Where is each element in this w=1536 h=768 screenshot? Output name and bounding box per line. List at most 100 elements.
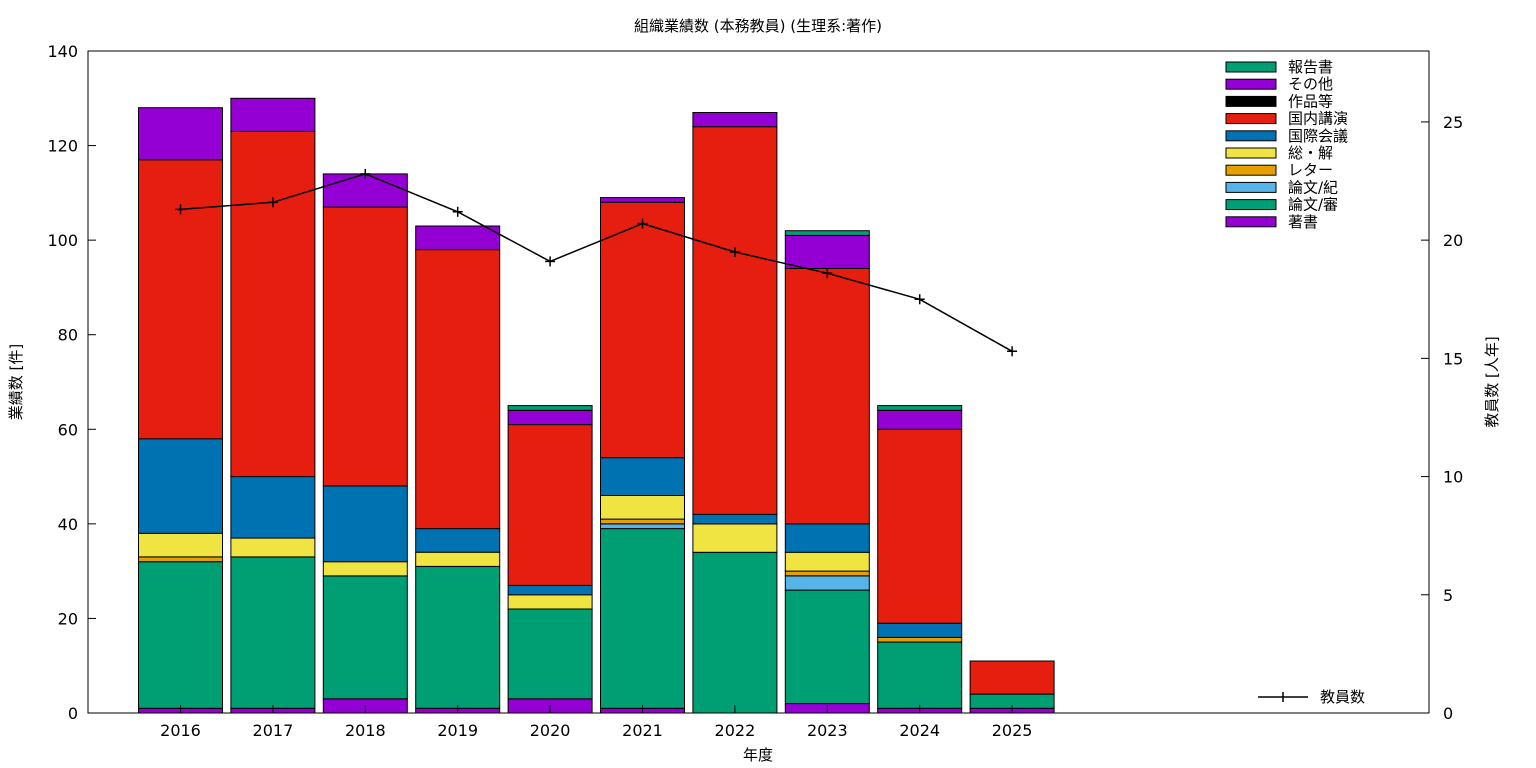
line-point — [822, 268, 833, 279]
x-tick-label: 2020 — [530, 721, 571, 740]
bar-segment — [692, 523, 778, 553]
legend-swatch — [1225, 216, 1277, 228]
legend-label: レター — [1288, 161, 1333, 179]
legend-item: その他 — [1225, 75, 1333, 93]
bar-segment — [877, 409, 963, 430]
bar-segment — [230, 556, 316, 709]
x-axis-label: 年度 — [743, 746, 773, 764]
bar-segment — [600, 457, 685, 497]
legend-swatch — [1225, 113, 1277, 125]
x-tick-label: 2017 — [253, 721, 294, 740]
x-axis: 2016 2017 2018 2019 2020 2021 2022 2023 2024 2025 — [160, 705, 1032, 740]
legend-item: 論文/紀 — [1225, 178, 1338, 196]
bar-segment — [415, 551, 501, 567]
bar-segment — [877, 641, 963, 709]
y-axis-label: 業績数 [件] — [7, 344, 25, 420]
legend-label: 作品等 — [1288, 92, 1333, 110]
bar-segment — [507, 409, 593, 426]
legend-item: 総・解 — [1225, 144, 1333, 162]
legend-label: 国内講演 — [1288, 110, 1348, 128]
legend-label: 国際会議 — [1288, 127, 1348, 145]
bar-segment — [784, 575, 870, 591]
line-point — [637, 218, 648, 229]
bar-segment — [138, 561, 223, 709]
legend-swatch — [1225, 199, 1277, 211]
legend-swatch — [1225, 130, 1277, 142]
y-axis-left: 0 20 40 60 80 100 120 140 — [47, 42, 96, 723]
x-tick-label: 2016 — [160, 721, 201, 740]
bar-segment — [692, 112, 778, 128]
y-tick-label: 20 — [58, 609, 78, 628]
legend-item: 国際会議 — [1225, 127, 1348, 145]
legend-label: 教員数 — [1320, 688, 1365, 706]
y-tick-label: 140 — [47, 42, 78, 61]
y-tick-label: 120 — [47, 137, 78, 156]
y-axis-right: 0 5 10 15 20 25 — [1421, 113, 1463, 723]
bar-segment — [230, 97, 316, 132]
bar-segment — [415, 249, 501, 530]
y2-tick-label: 5 — [1443, 586, 1453, 605]
bar-segment — [138, 532, 223, 558]
bar-segment — [415, 528, 501, 553]
bar-segment — [138, 556, 223, 563]
line-legend: 教員数 — [1258, 688, 1365, 706]
bar-segment — [507, 584, 593, 596]
bar-segment — [415, 565, 501, 709]
legend-item: 著書 — [1225, 213, 1318, 231]
legend-swatch — [1225, 78, 1277, 90]
bar-segment — [784, 589, 870, 705]
legend-item: レター — [1225, 161, 1333, 179]
y2-tick-label: 15 — [1443, 349, 1463, 368]
bar-segment — [230, 130, 316, 478]
bar-segment — [600, 197, 685, 203]
bar-segment — [692, 513, 778, 525]
bar-segment — [600, 201, 685, 459]
bar-segment — [692, 551, 778, 714]
legend-swatch — [1225, 164, 1277, 176]
bar-segment — [784, 268, 870, 525]
y2-axis-label: 教員数 [人年] — [1483, 336, 1501, 427]
line-point — [267, 197, 278, 208]
line-point — [914, 294, 925, 305]
bar-segment — [784, 523, 870, 553]
bar-segment — [507, 594, 593, 610]
bar-segment — [784, 551, 870, 572]
bar-segment — [415, 225, 501, 251]
bar-segment — [784, 570, 870, 577]
bar-segment — [969, 660, 1055, 695]
legend-swatch — [1225, 181, 1277, 193]
line-point — [729, 246, 740, 257]
bar-segment — [600, 495, 685, 520]
line-point — [360, 168, 371, 179]
bar-segment — [322, 485, 408, 563]
bar-segment — [138, 159, 223, 440]
bar-segment — [784, 234, 870, 269]
x-tick-label: 2022 — [715, 721, 756, 740]
bar-segment — [322, 575, 408, 700]
bar-segment — [784, 230, 870, 236]
bar-segment — [877, 622, 963, 638]
line-point — [1007, 346, 1018, 357]
legend-item: 作品等 — [1225, 92, 1333, 110]
y2-tick-label: 10 — [1443, 468, 1463, 487]
x-tick-label: 2025 — [992, 721, 1033, 740]
legend-label: 論文/紀 — [1288, 178, 1338, 196]
chart-title: 組織業績数 (本務教員) (生理系:著作) — [634, 17, 882, 35]
y-tick-label: 60 — [58, 420, 78, 439]
legend-label: その他 — [1288, 75, 1333, 93]
x-tick-label: 2018 — [345, 721, 386, 740]
legend-swatch — [1225, 95, 1277, 107]
bar-segment — [230, 537, 316, 558]
bar-segment — [600, 518, 685, 525]
x-tick-label: 2021 — [622, 721, 663, 740]
y-tick-label: 80 — [58, 326, 78, 345]
legend-item: 国内講演 — [1225, 110, 1348, 128]
bar-segment — [138, 107, 223, 161]
y-tick-label: 40 — [58, 515, 78, 534]
faculty-count-line — [175, 168, 1018, 357]
bar-segment — [692, 126, 778, 515]
legend-swatch — [1225, 61, 1277, 73]
line-point — [452, 206, 463, 217]
